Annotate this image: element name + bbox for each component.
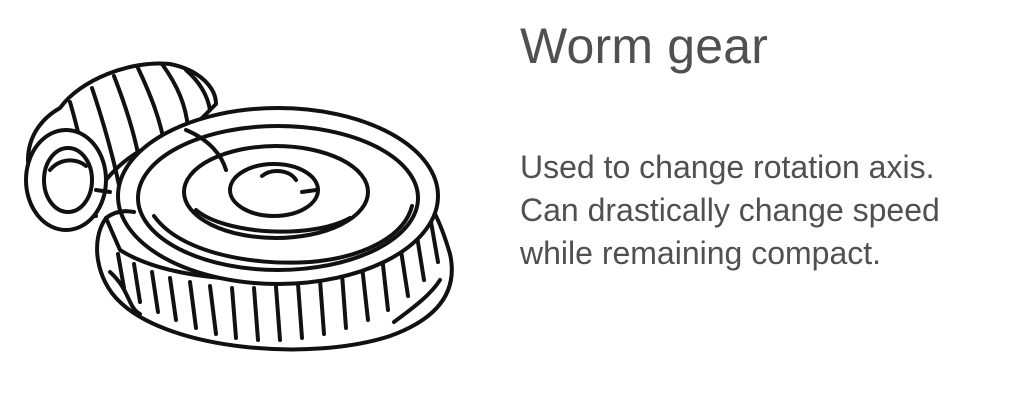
description-line: Can drastically change speed	[520, 192, 940, 228]
info-panel: Worm gear Used to change rotation axis. …	[520, 14, 1020, 275]
worm-gear-illustration	[10, 40, 490, 400]
worm-gear-icon	[24, 61, 454, 352]
title: Worm gear	[520, 18, 769, 74]
description-line: while remaining compact.	[520, 235, 882, 271]
description-line: Used to change rotation axis.	[520, 149, 935, 185]
description: Used to change rotation axis. Can drasti…	[520, 146, 1020, 275]
